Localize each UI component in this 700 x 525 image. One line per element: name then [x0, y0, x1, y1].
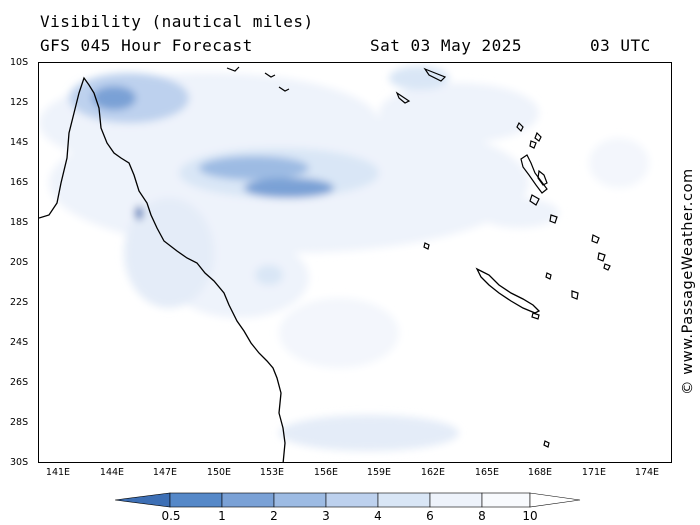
lon-label: 165E [474, 467, 500, 478]
lat-label: 26S [10, 377, 29, 388]
lat-label: 22S [10, 297, 29, 308]
legend-label: 2 [270, 509, 278, 523]
map-canvas [39, 66, 649, 462]
lat-label: 12S [10, 97, 29, 108]
legend-swatch [273, 492, 327, 508]
legend-swatch [377, 492, 431, 508]
legend-swatch [429, 492, 483, 508]
visibility-shading [39, 66, 649, 451]
lon-label: 159E [366, 467, 392, 478]
legend-colorbar [115, 492, 581, 508]
lon-label: 153E [259, 467, 285, 478]
lon-label: 141E [45, 467, 71, 478]
lon-label: 156E [313, 467, 339, 478]
lon-label: 147E [152, 467, 178, 478]
legend-swatch [115, 492, 171, 508]
lat-label: 16S [10, 177, 29, 188]
forecast-date: Sat 03 May 2025 [370, 36, 522, 55]
lat-label: 20S [10, 257, 29, 268]
legend-swatch [481, 492, 531, 508]
map-title: Visibility (nautical miles) [40, 12, 314, 31]
credit-watermark: © www.PassageWeather.com [680, 168, 696, 395]
australia-coastline [39, 76, 286, 462]
islands [226, 66, 611, 448]
new-caledonia-island [475, 267, 541, 314]
legend-label: 6 [426, 509, 434, 523]
legend-label: 10 [522, 509, 538, 523]
forecast-subtitle: GFS 045 Hour Forecast [40, 36, 253, 55]
legend-label: 0.5 [161, 509, 181, 523]
forecast-time: 03 UTC [590, 36, 651, 55]
lat-label: 18S [10, 217, 29, 228]
legend-label: 4 [374, 509, 382, 523]
legend-swatch [529, 492, 581, 508]
lat-label: 10S [10, 57, 29, 68]
lat-label: 28S [10, 417, 29, 428]
lon-label: 174E [634, 467, 660, 478]
legend-label: 8 [478, 509, 486, 523]
lon-label: 171E [581, 467, 607, 478]
lon-label: 144E [99, 467, 125, 478]
legend-swatch [325, 492, 379, 508]
lon-label: 162E [420, 467, 446, 478]
lon-label: 168E [527, 467, 553, 478]
lat-label: 30S [10, 457, 29, 468]
legend-swatch [221, 492, 275, 508]
lon-label: 150E [206, 467, 232, 478]
visibility-map [38, 62, 672, 463]
legend-swatch [169, 492, 223, 508]
legend-label: 1 [218, 509, 226, 523]
lat-label: 14S [10, 137, 29, 148]
legend-label: 3 [322, 509, 330, 523]
lat-label: 24S [10, 337, 29, 348]
